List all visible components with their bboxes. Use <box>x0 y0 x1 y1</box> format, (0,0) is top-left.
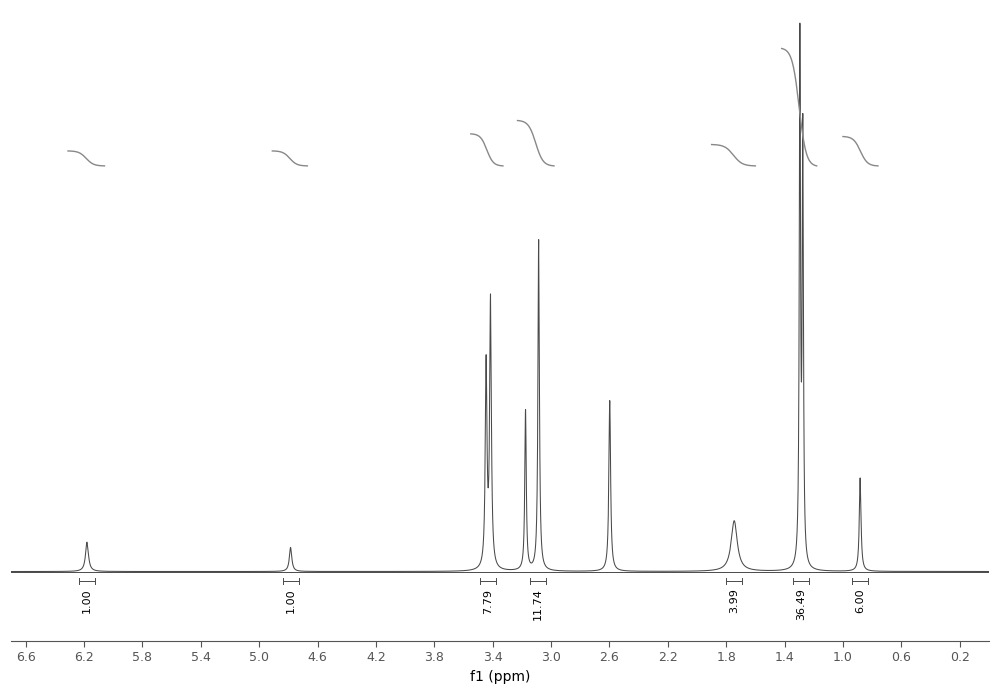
Text: 7.79: 7.79 <box>483 589 493 614</box>
Text: 1.00: 1.00 <box>82 589 92 613</box>
Text: 36.49: 36.49 <box>796 589 806 621</box>
X-axis label: f1 (ppm): f1 (ppm) <box>470 670 530 684</box>
Text: 11.74: 11.74 <box>533 589 543 621</box>
Text: 1.00: 1.00 <box>286 589 296 613</box>
Text: 6.00: 6.00 <box>855 589 865 613</box>
Text: 3.99: 3.99 <box>729 589 739 614</box>
